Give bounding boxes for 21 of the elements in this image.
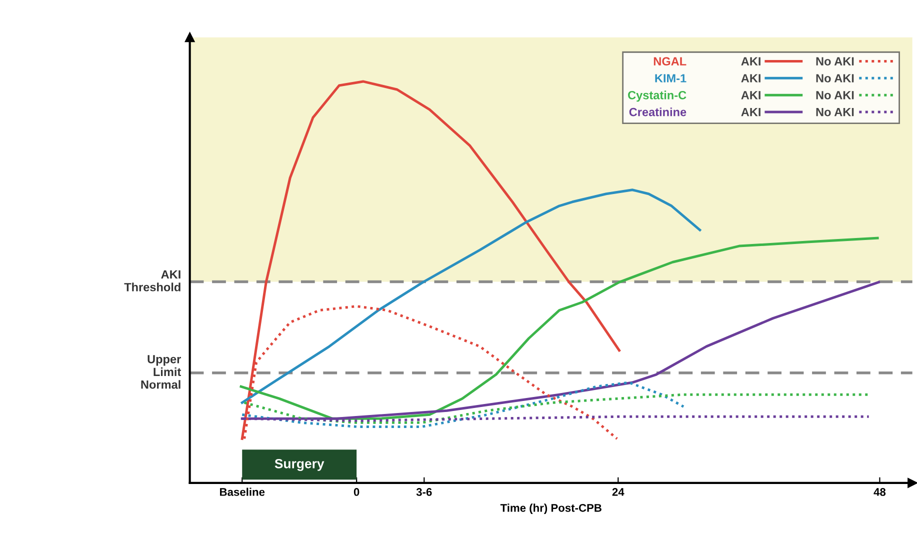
legend-label: AKI	[741, 91, 760, 100]
legend-label: AKI	[741, 74, 760, 82]
annotation: Surgery	[274, 458, 324, 471]
annotation: Cystatin-C	[628, 90, 686, 102]
x-axis-title: Time (hr) Post-CPB	[500, 504, 602, 514]
x-tick-label: 0	[354, 488, 360, 496]
legend-label: No AKI	[816, 74, 854, 82]
x-tick-label: 24	[612, 488, 624, 496]
legend-label: No AKI	[816, 57, 854, 66]
legend-label: AKI	[741, 108, 760, 116]
legend-label: No AKI	[816, 91, 854, 100]
legend-label: AKI	[741, 57, 760, 66]
x-tick-label: 48	[874, 488, 886, 496]
x-tick-label: 3-6	[416, 488, 432, 496]
ref-line-label: Upper Limit Normal	[141, 355, 182, 389]
legend-label: No AKI	[816, 108, 854, 116]
text: NGAL	[654, 57, 686, 66]
annotation: Creatinine	[629, 108, 686, 116]
x-tick-label: Baseline	[220, 488, 265, 496]
annotation: KIM-1	[655, 74, 686, 82]
ref-line-label: AKI Threshold	[124, 270, 180, 292]
